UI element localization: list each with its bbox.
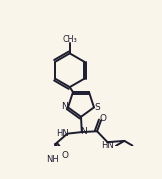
Text: O: O — [99, 114, 106, 123]
Text: N: N — [80, 127, 87, 136]
Text: HN: HN — [56, 129, 69, 137]
Text: CH₃: CH₃ — [62, 35, 77, 44]
Text: O: O — [62, 151, 69, 159]
Text: S: S — [95, 103, 100, 112]
Text: HN: HN — [101, 141, 114, 150]
Text: N: N — [61, 102, 68, 111]
Text: NH: NH — [46, 155, 59, 164]
